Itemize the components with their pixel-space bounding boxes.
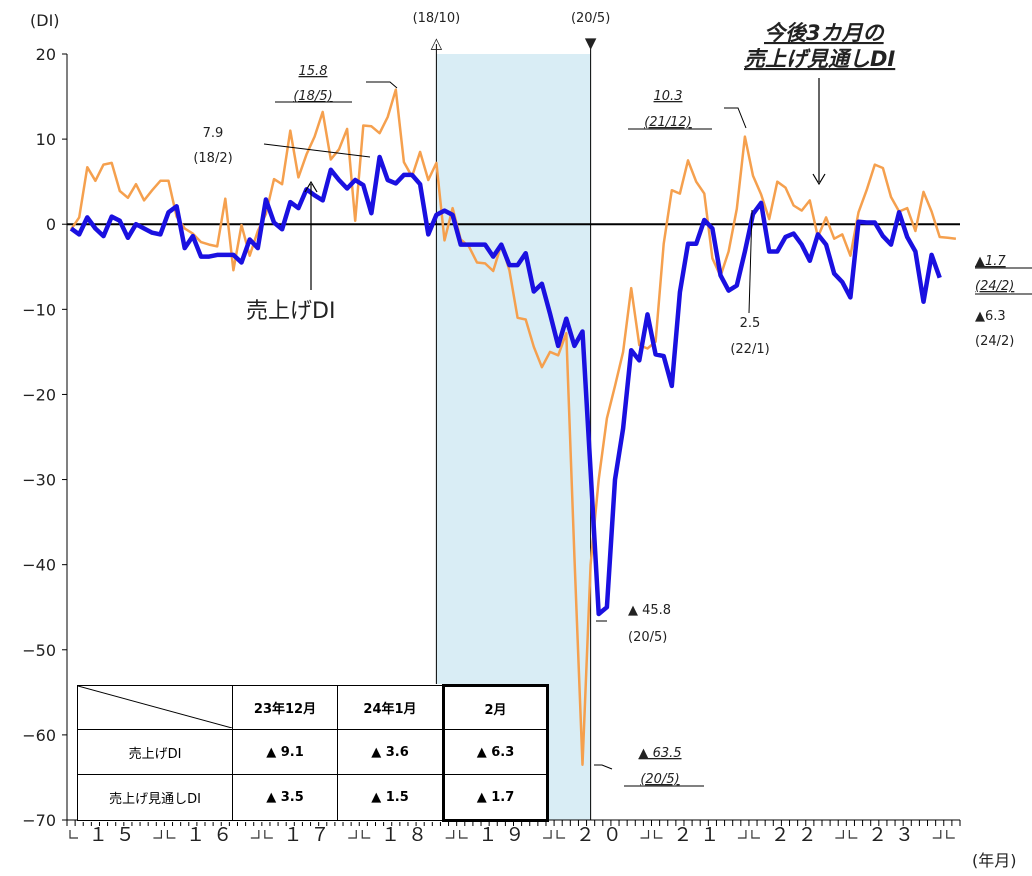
corner-diagonal — [78, 686, 232, 728]
annotation-date: (20/5) — [628, 630, 667, 645]
annotation-value: 7.9 — [203, 126, 224, 141]
y-tick-label: −40 — [22, 556, 56, 575]
x-bracket-right — [835, 830, 844, 839]
annotation-leader — [748, 209, 753, 314]
table-row: 売上げ見通しDI ▲ 3.5 ▲ 1.5 ▲ 1.7 — [77, 774, 549, 822]
y-unit-label: (DI) — [30, 11, 60, 30]
x-bracket-right — [250, 830, 260, 839]
summary-table: 23年12月 24年1月 2月 売上げDI ▲ 9.1 ▲ 3.6 ▲ 6.3 … — [77, 684, 549, 822]
x-unit-label: (年月) — [972, 851, 1017, 870]
table-cell: ▲ 1.5 — [337, 774, 444, 821]
x-bracket-left — [653, 830, 663, 839]
x-tick-label: １９ — [478, 824, 532, 846]
x-tick-label: １５ — [89, 824, 143, 846]
x-tick-label: ２１ — [673, 824, 727, 846]
annotation-date: (18/2) — [193, 151, 232, 166]
annotation-date: (21/12) — [644, 115, 692, 130]
x-bracket-left — [264, 830, 273, 839]
table-row: 売上げDI ▲ 9.1 ▲ 3.6 ▲ 6.3 — [77, 729, 549, 775]
period-marker-symbol: ▼ — [585, 34, 597, 52]
x-tick-label: ２０ — [576, 824, 630, 846]
x-tick-label: １７ — [284, 824, 338, 846]
y-tick-label: 0 — [46, 215, 56, 234]
x-bracket-right — [932, 830, 942, 839]
outlook-callout-line2: 売上げ見通しDI — [744, 47, 895, 71]
table-cell: ▲ 3.5 — [232, 774, 338, 821]
period-marker-label: (18/10) — [413, 11, 461, 26]
table-corner-cell — [77, 685, 233, 730]
annotation-value: ▲ 45.8 — [628, 603, 671, 618]
x-tick-label: ２３ — [868, 824, 922, 846]
annotation-value: 15.8 — [299, 64, 328, 79]
x-bracket-right — [543, 830, 552, 839]
row-label: 売上げ見通しDI — [77, 774, 233, 821]
y-tick-label: −70 — [22, 811, 56, 830]
period-marker-symbol: △ — [431, 34, 443, 52]
x-tick-label: ２２ — [771, 824, 825, 846]
sales-di-callout: 売上げDI — [246, 299, 335, 324]
row-label: 売上げDI — [77, 729, 233, 775]
x-bracket-left — [361, 830, 371, 839]
annotation-date: (18/5) — [293, 89, 332, 104]
period-marker-label: (20/5) — [571, 11, 610, 26]
series-line-sales-di — [69, 154, 942, 617]
x-bracket-left — [556, 830, 566, 839]
x-tick-label: １８ — [381, 824, 435, 846]
x-bracket-right — [640, 830, 650, 839]
y-tick-label: −30 — [22, 471, 56, 490]
annotation-date: (22/1) — [730, 342, 769, 357]
y-tick-label: −10 — [22, 300, 56, 319]
annotation-value: ▲1.7 — [975, 254, 1006, 269]
table-cell: ▲ 3.6 — [337, 729, 444, 775]
table-header: 24年1月 — [337, 685, 444, 730]
x-bracket-right — [737, 830, 747, 839]
x-bracket-left — [69, 830, 78, 839]
annotation-value: 2.5 — [740, 316, 761, 331]
outlook-arrowhead — [812, 173, 826, 186]
x-bracket-left — [946, 830, 955, 839]
sales-di-arrowhead — [304, 180, 318, 193]
y-tick-label: −20 — [22, 385, 56, 404]
table-cell: ▲ 6.3 — [442, 729, 549, 775]
x-bracket-right — [445, 830, 455, 839]
annotation-value: 10.3 — [654, 89, 683, 104]
outlook-callout-line1: 今後3カ月の — [764, 21, 886, 45]
x-bracket-left — [848, 830, 858, 839]
x-bracket-left — [166, 830, 176, 839]
annotation-value: ▲ 63.5 — [638, 746, 681, 761]
x-bracket-right — [348, 830, 357, 839]
y-tick-label: 20 — [36, 45, 56, 64]
table-cell: ▲ 1.7 — [442, 774, 549, 822]
x-bracket-left — [459, 830, 468, 839]
annotation-leader — [724, 107, 747, 129]
x-bracket-right — [153, 830, 163, 839]
table-header: 23年12月 — [232, 685, 338, 730]
annotation-leader — [263, 143, 371, 158]
y-tick-label: −50 — [22, 641, 56, 660]
table-header: 2月 — [442, 684, 549, 730]
annotation-value: ▲6.3 — [975, 309, 1006, 324]
x-tick-label: １６ — [186, 824, 240, 846]
annotation-date: (24/2) — [975, 334, 1014, 349]
annotation-date: (20/5) — [640, 772, 679, 787]
y-tick-label: −60 — [22, 726, 56, 745]
series-lines — [69, 88, 957, 766]
annotation-leader — [594, 764, 613, 770]
annotation-leader — [366, 81, 398, 89]
table-cell: ▲ 9.1 — [232, 729, 338, 775]
annotations: 15.8 (18/5) 7.9 (18/2) 10.3 (21/12) 2.5 (22/1) ▲… — [193, 64, 1032, 787]
series-line-outlook-di — [70, 88, 957, 766]
annotation-date: (24/2) — [975, 279, 1014, 294]
y-tick-label: 10 — [36, 130, 56, 149]
x-bracket-left — [751, 830, 760, 839]
